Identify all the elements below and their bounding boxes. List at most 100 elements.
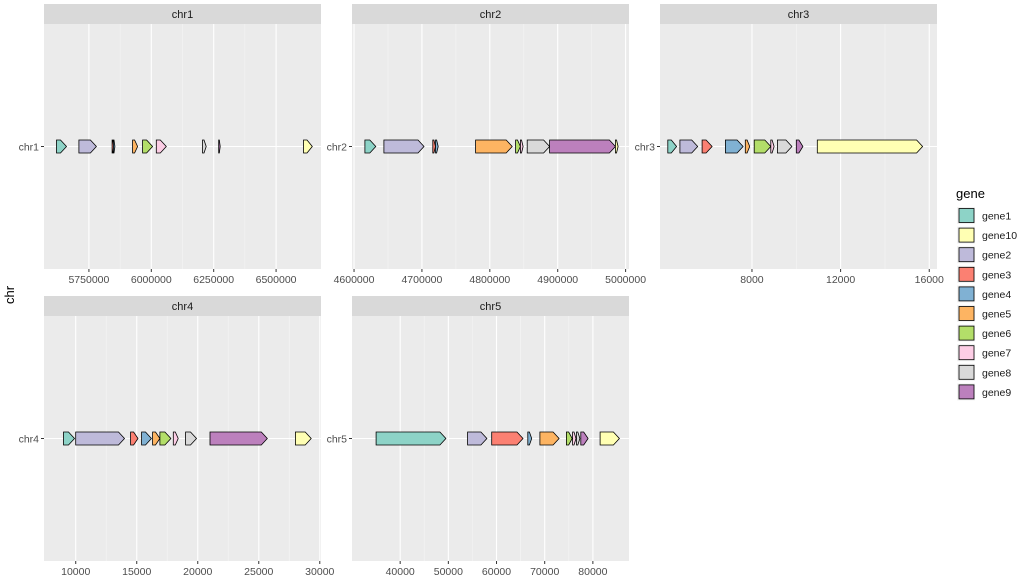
legend-label-gene7: gene7 <box>982 348 1011 360</box>
gene-arrow-gene8 <box>777 139 793 154</box>
legend-swatch-gene4 <box>958 286 975 302</box>
gene-arrow-gene5 <box>132 139 139 154</box>
gene-arrow-gene10 <box>615 139 619 154</box>
x-tick-label: 10000 <box>61 566 90 578</box>
gene-arrow-gene10 <box>303 139 313 154</box>
x-tick-label: 8000 <box>740 274 764 286</box>
facet-chr1: chr1 5750000 6000000 6250000 6500000 chr1 <box>19 4 321 286</box>
gene-arrow-gene6 <box>159 431 172 446</box>
y-axis-title: chr <box>2 285 17 304</box>
facet-strip <box>660 4 937 24</box>
gene-arrow-gene5 <box>475 139 513 154</box>
legend-label-gene4: gene4 <box>982 289 1011 301</box>
gene-arrow-gene2 <box>383 139 425 154</box>
x-tick-label: 4900000 <box>537 274 578 286</box>
x-tick-label: 6000000 <box>131 274 172 286</box>
legend-swatch-gene2 <box>958 247 975 263</box>
x-tick-label: 5000000 <box>605 274 646 286</box>
gene-arrow-gene3 <box>701 139 713 154</box>
x-tick-label: 4800000 <box>469 274 510 286</box>
x-tick-label: 4700000 <box>401 274 442 286</box>
facet-panels: chr1 5750000 6000000 6250000 6500000 chr1 chr2… <box>19 4 944 578</box>
legend-label-gene6: gene6 <box>982 328 1011 340</box>
x-tick-label: 4600000 <box>334 274 375 286</box>
gene-arrow-gene1 <box>63 431 76 446</box>
gene-arrow-gene10 <box>816 139 924 154</box>
gene-arrow-gene5 <box>744 139 751 154</box>
x-tick-label: 25000 <box>244 566 273 578</box>
gene-arrow-gene2 <box>467 431 488 446</box>
gene-arrow-gene6 <box>566 431 573 446</box>
gene-arrow-gene9 <box>580 431 589 446</box>
legend-label-gene8: gene8 <box>982 367 1011 379</box>
legend-swatch-gene3 <box>958 266 975 282</box>
gene-arrow-gene9 <box>549 139 616 154</box>
gene-arrow-gene6 <box>753 139 772 154</box>
gene-arrow-gene2 <box>75 431 126 446</box>
x-tick-label: 40000 <box>386 566 415 578</box>
gene-arrow-gene3 <box>130 431 139 446</box>
x-tick-label: 70000 <box>530 566 559 578</box>
y-tick-label: chr4 <box>19 434 40 446</box>
x-tick-label: 80000 <box>578 566 607 578</box>
x-tick-label: 12000 <box>826 274 855 286</box>
facet-chr2: chr2 4600000 4700000 4800000 4900000 5000000 c… <box>327 4 646 286</box>
legend-swatch-gene1 <box>958 208 975 223</box>
facet-strip <box>352 4 629 24</box>
gene-arrow-gene5 <box>152 431 161 446</box>
legend-swatch-gene10 <box>958 227 975 243</box>
x-tick-label: 60000 <box>482 566 511 578</box>
gene-arrow-gene3 <box>432 139 436 154</box>
legend-swatch-gene5 <box>958 306 975 321</box>
facet-strip-label: chr5 <box>480 301 501 313</box>
legend-label-gene1: gene1 <box>982 211 1011 223</box>
gene-arrow-gene8 <box>185 431 198 446</box>
x-tick-label: 5750000 <box>68 274 109 286</box>
legend-swatch-gene8 <box>958 364 975 380</box>
facet-strip <box>44 296 321 316</box>
gene-arrow-gene7 <box>155 139 167 154</box>
legend-swatch-gene6 <box>958 325 975 341</box>
gene-arrow-gene3 <box>491 431 524 446</box>
gene-arrow-gene1 <box>56 139 68 154</box>
legend: gene gene1 gene10 gene2 gene3 gene4 gene5 gene… <box>956 186 1017 401</box>
x-tick-label: 30000 <box>305 566 334 578</box>
gene-arrow-gene6 <box>515 139 521 154</box>
legend-label-gene3: gene3 <box>982 269 1011 281</box>
gene-arrow-gene8 <box>202 139 207 154</box>
facet-strip-label: chr2 <box>480 9 501 21</box>
facet-strip <box>352 296 629 316</box>
x-tick-label: 6250000 <box>193 274 234 286</box>
gene-arrow-gene7 <box>572 431 577 446</box>
gene-arrow-gene9 <box>218 139 221 154</box>
legend-label-gene2: gene2 <box>982 250 1011 262</box>
gene-arrow-gene7 <box>520 139 524 154</box>
gene-arrow-gene1 <box>667 139 678 154</box>
gene-arrow-gene6 <box>142 139 154 154</box>
gene-arrow-gene5 <box>539 431 560 446</box>
x-tick-label: 6500000 <box>256 274 297 286</box>
x-tick-label: 50000 <box>434 566 463 578</box>
gene-arrow-gene1 <box>375 431 447 446</box>
facet-chr4: chr4 10000 15000 20000 25000 30000 chr4 <box>19 296 335 578</box>
legend-label-gene5: gene5 <box>982 309 1011 321</box>
gene-arrow-gene10 <box>294 431 312 446</box>
gene-arrow-gene8 <box>576 431 581 446</box>
y-tick-label: chr2 <box>327 142 348 154</box>
gene-arrow-gene9 <box>795 139 804 154</box>
x-tick-label: 16000 <box>915 274 944 286</box>
gene-arrow-gene4 <box>141 431 152 446</box>
facet-strip-label: chr1 <box>172 9 193 21</box>
legend-label-gene10: gene10 <box>982 230 1017 242</box>
legend-swatch-gene9 <box>958 384 975 400</box>
gene-arrow-gene4 <box>113 139 116 154</box>
gene-arrow-gene9 <box>209 431 268 446</box>
gene-arrow-gene2 <box>78 139 97 154</box>
facet-chr3: chr3 8000 12000 16000 chr3 <box>635 4 944 286</box>
y-tick-label: chr5 <box>327 434 348 446</box>
x-tick-label: 20000 <box>183 566 212 578</box>
gene-arrow-gene4 <box>435 139 439 154</box>
gene-arrow-gene8 <box>526 139 551 154</box>
facet-chr5: chr5 40000 50000 60000 70000 80000 chr5 <box>327 296 629 578</box>
